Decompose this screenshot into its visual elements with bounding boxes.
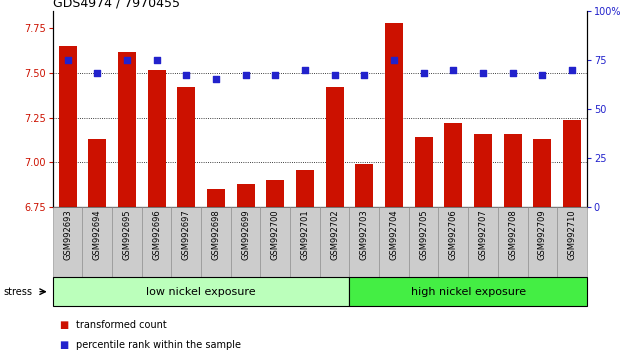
Point: [419, 71, 428, 76]
Point: [537, 73, 547, 78]
Bar: [415, 137, 433, 207]
Text: stress: stress: [3, 287, 32, 297]
Bar: [385, 23, 403, 207]
Text: GSM992708: GSM992708: [508, 209, 517, 260]
Point: [152, 57, 161, 63]
Text: GSM992702: GSM992702: [330, 209, 339, 260]
Text: transformed count: transformed count: [76, 320, 167, 330]
Point: [567, 67, 577, 73]
Point: [508, 71, 518, 76]
Point: [478, 71, 488, 76]
Bar: [296, 170, 314, 207]
Text: ■: ■: [59, 339, 68, 350]
Text: GSM992701: GSM992701: [301, 209, 309, 260]
Text: GSM992705: GSM992705: [419, 209, 428, 260]
Point: [241, 73, 251, 78]
Text: percentile rank within the sample: percentile rank within the sample: [76, 339, 242, 350]
Point: [448, 67, 458, 73]
Point: [389, 57, 399, 63]
Bar: [326, 87, 343, 207]
Text: GSM992695: GSM992695: [122, 209, 132, 260]
Point: [270, 73, 280, 78]
Text: GSM992698: GSM992698: [212, 209, 220, 260]
Bar: [178, 87, 195, 207]
Bar: [237, 184, 255, 207]
Bar: [563, 120, 581, 207]
Point: [330, 73, 340, 78]
Text: GSM992700: GSM992700: [271, 209, 280, 260]
Text: GSM992696: GSM992696: [152, 209, 161, 260]
Text: ■: ■: [59, 320, 68, 330]
Text: high nickel exposure: high nickel exposure: [410, 287, 526, 297]
Bar: [355, 164, 373, 207]
Text: low nickel exposure: low nickel exposure: [147, 287, 256, 297]
Point: [93, 71, 102, 76]
Text: GSM992694: GSM992694: [93, 209, 102, 260]
Text: GDS4974 / 7970455: GDS4974 / 7970455: [53, 0, 180, 10]
Point: [122, 57, 132, 63]
Text: GSM992699: GSM992699: [241, 209, 250, 260]
Text: GSM992704: GSM992704: [389, 209, 399, 260]
Text: GSM992697: GSM992697: [182, 209, 191, 260]
Text: GSM992693: GSM992693: [63, 209, 72, 260]
Bar: [59, 46, 76, 207]
Bar: [88, 139, 106, 207]
Text: GSM992706: GSM992706: [449, 209, 458, 260]
Text: GSM992709: GSM992709: [538, 209, 547, 260]
Bar: [207, 189, 225, 207]
Bar: [504, 134, 522, 207]
Point: [300, 67, 310, 73]
Bar: [118, 52, 136, 207]
Text: GSM992703: GSM992703: [360, 209, 369, 260]
Point: [63, 57, 73, 63]
Bar: [148, 69, 166, 207]
Bar: [474, 134, 492, 207]
Point: [181, 73, 191, 78]
Bar: [533, 139, 551, 207]
Point: [360, 73, 369, 78]
Point: [211, 76, 221, 82]
Text: GSM992710: GSM992710: [568, 209, 576, 260]
Bar: [266, 180, 284, 207]
Text: GSM992707: GSM992707: [479, 209, 487, 260]
Bar: [445, 123, 462, 207]
